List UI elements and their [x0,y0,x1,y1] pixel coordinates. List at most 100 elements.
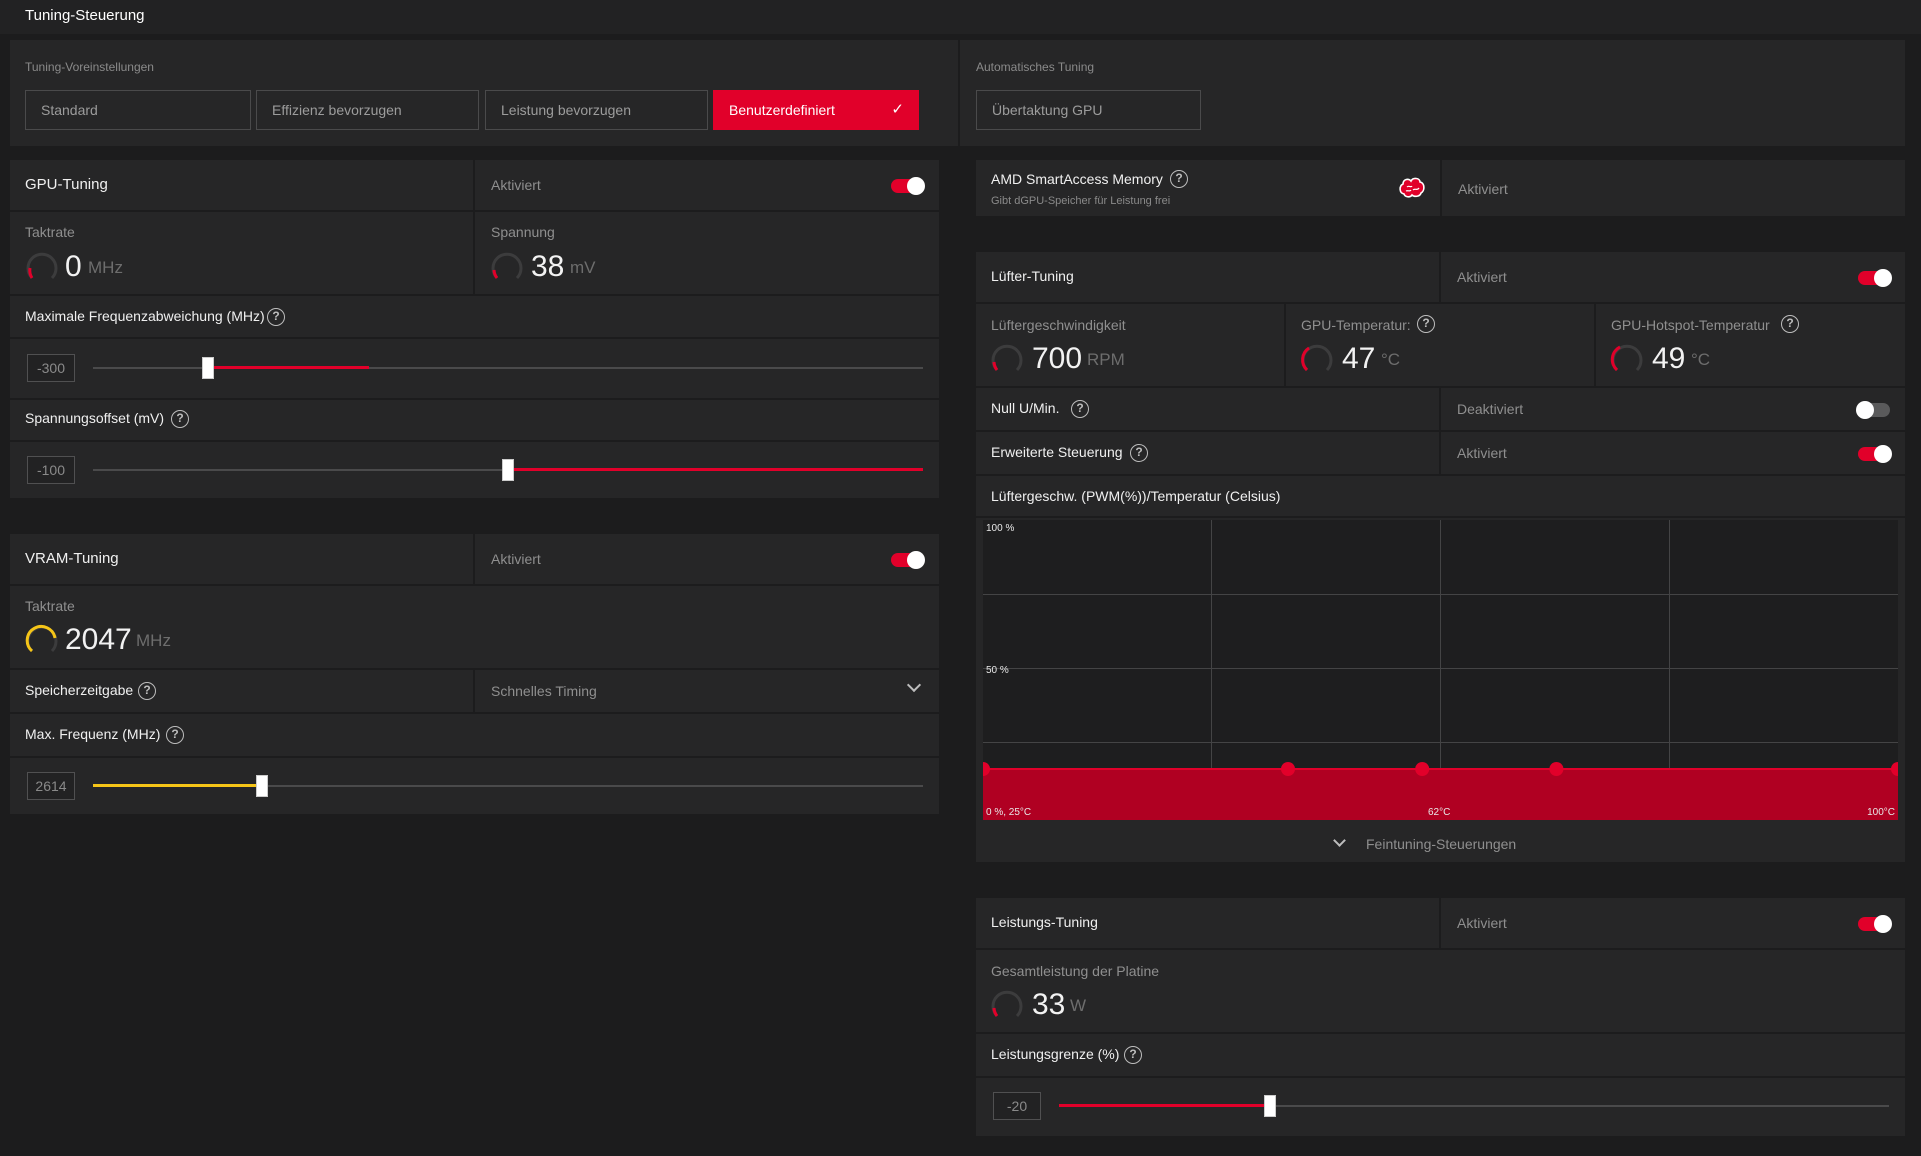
help-icon[interactable]: ? [1130,444,1148,462]
vram-tuning-toggle[interactable] [891,551,925,569]
fan-speed-gauge-icon [991,344,1023,372]
help-icon[interactable]: ? [1417,315,1435,333]
preset-performance-label: Leistung bevorzugen [501,102,631,118]
max-freq-offset-track[interactable] [93,367,923,369]
preset-standard-label: Standard [41,102,98,118]
power-limit-fill [1059,1104,1270,1107]
memory-timing-dropdown[interactable]: Schnelles Timing [475,670,939,712]
memory-timing-value: Schnelles Timing [491,683,597,699]
gpu-tuning-state: Aktiviert [491,177,541,193]
voltage-offset-thumb[interactable] [502,459,514,481]
voltage-offset-label: Spannungsoffset (mV) [25,410,165,426]
fan-curve-point[interactable] [1281,762,1295,776]
y-tick-100: 100 % [986,523,1015,534]
divider [1439,252,1441,302]
gpu-voltage-value: 38 [531,250,565,283]
help-icon[interactable]: ? [171,410,189,428]
max-freq-value-box[interactable]: 2614 [27,772,75,800]
x-tick-start: 0 %, 25°C [986,807,1032,818]
divider [10,712,939,714]
sam-title: AMD SmartAccess Memory [991,171,1163,187]
divider [10,756,939,758]
brain-icon [1399,177,1425,198]
preset-custom-button[interactable]: Benutzerdefiniert ✓ [713,90,919,130]
divider [1594,302,1596,386]
fan-curve-point[interactable] [983,762,990,776]
divider [1440,160,1442,216]
vram-tuning-title: VRAM-Tuning [25,550,119,567]
power-tuning-toggle[interactable] [1858,915,1892,933]
preset-standard-button[interactable]: Standard [25,90,251,130]
fan-curve-point[interactable] [1415,762,1430,776]
voltage-offset-fill [508,468,923,471]
fan-curve-point[interactable] [1549,762,1564,776]
help-icon[interactable]: ? [1170,170,1188,188]
chevron-down-icon [906,677,922,693]
gpu-tuning-toggle[interactable] [891,177,925,195]
power-tuning-title: Leistungs-Tuning [991,914,1098,930]
grid-line [983,668,1898,669]
divider [976,516,1905,518]
x-tick-mid: 62°C [1428,807,1451,818]
divider [473,668,475,712]
fan-tuning-toggle[interactable] [1858,269,1892,287]
hotspot-temp-label: GPU-Hotspot-Temperatur [1611,317,1770,333]
memory-timing-label: Speicherzeitgabe [25,682,134,698]
preset-efficiency-button[interactable]: Effizienz bevorzugen [256,90,479,130]
power-limit-value-box[interactable]: -20 [993,1092,1041,1120]
hotspot-temp-value: 49 [1652,342,1686,375]
power-tuning-state: Aktiviert [1457,915,1507,931]
divider [10,294,939,296]
fan-curve-chart[interactable]: 100 % 50 % 0 %, 25°C 62°C 100°C [983,520,1898,820]
zero-rpm-toggle[interactable] [1856,401,1890,419]
divider [976,302,1905,304]
help-icon[interactable]: ? [138,682,156,700]
overclock-gpu-label: Übertaktung GPU [992,102,1103,118]
vram-tuning-state: Aktiviert [491,551,541,567]
fan-speed-value: 700 [1032,342,1083,375]
divider [10,210,939,212]
gpu-voltage-label: Spannung [491,224,555,240]
max-freq-label: Max. Frequenz (MHz) [25,726,161,742]
max-freq-offset-fill [207,366,369,369]
max-freq-track[interactable] [93,785,923,787]
gpu-temp-gauge-icon [1301,344,1333,372]
help-icon[interactable]: ? [267,308,285,326]
divider [1439,898,1441,948]
x-tick-end: 100°C [1867,807,1895,818]
header-bar: Tuning-Steuerung [0,0,1921,34]
max-freq-thumb[interactable] [256,775,268,797]
voltage-offset-value-box[interactable]: -100 [27,456,75,484]
max-freq-offset-value-box[interactable]: -300 [27,354,75,382]
power-limit-track[interactable] [1059,1105,1889,1107]
gpu-clock-unit: MHz [88,258,123,277]
overclock-gpu-button[interactable]: Übertaktung GPU [976,90,1201,130]
grid-line [983,742,1898,743]
help-icon[interactable]: ? [1124,1046,1142,1064]
vram-clock-value: 2047 [65,623,132,656]
page-title: Tuning-Steuerung [25,7,145,24]
fan-curve-title: Lüftergeschw. (PWM(%))/Temperatur (Celsi… [991,488,1281,504]
fine-tuning-expander[interactable]: Feintuning-Steuerungen [1326,834,1566,856]
fan-curve-point[interactable] [1891,762,1898,776]
preset-efficiency-label: Effizienz bevorzugen [272,102,402,118]
help-icon[interactable]: ? [166,726,184,744]
board-power-value: 33 [1032,988,1066,1021]
divider [10,337,939,339]
max-freq-fill [93,784,261,787]
divider [10,440,939,442]
grid-line [983,594,1898,595]
power-limit-thumb[interactable] [1264,1095,1276,1117]
grid-line [1440,520,1441,820]
divider [473,534,475,584]
max-freq-offset-thumb[interactable] [202,357,214,379]
zero-rpm-state: Deaktiviert [1457,401,1524,417]
max-freq-offset-label: Maximale Frequenzabweichung (MHz) [25,308,265,324]
advanced-control-toggle[interactable] [1858,445,1892,463]
help-icon[interactable]: ? [1781,315,1799,333]
help-icon[interactable]: ? [1071,400,1089,418]
vram-clock-unit: MHz [136,631,171,650]
gpu-clock-value: 0 [65,250,82,283]
preset-performance-button[interactable]: Leistung bevorzugen [485,90,708,130]
gpu-temp-value: 47 [1342,342,1376,375]
